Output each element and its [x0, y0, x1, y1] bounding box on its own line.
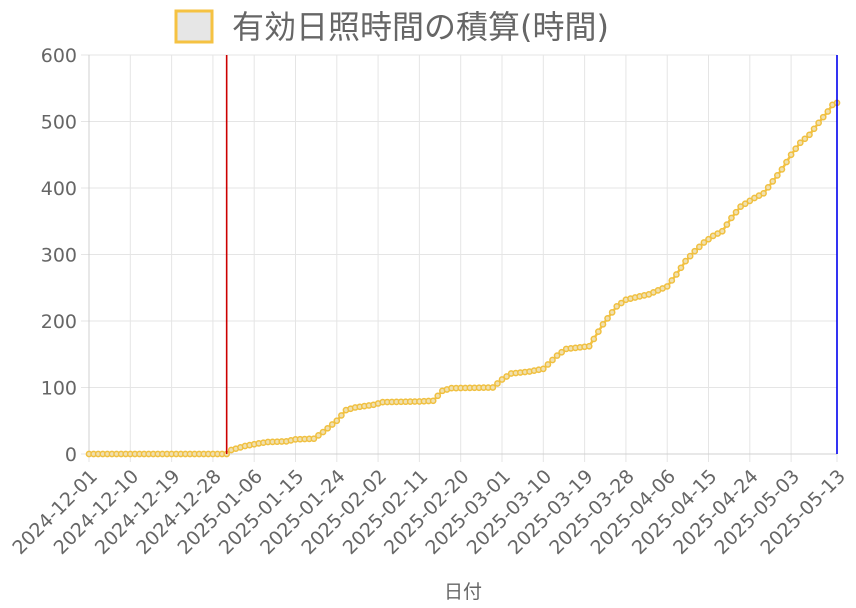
data-point — [792, 145, 800, 153]
data-point — [695, 243, 703, 251]
data-point — [599, 320, 607, 328]
data-point — [549, 356, 556, 364]
data-point — [338, 412, 345, 419]
y-tick-label: 0 — [65, 444, 77, 466]
data-point — [677, 264, 685, 272]
data-point — [723, 221, 731, 228]
data-point — [494, 380, 501, 387]
data-point — [489, 384, 497, 391]
data-point — [617, 299, 625, 307]
legend-label[interactable]: 有効日照時間の積算(時間) — [232, 8, 609, 46]
data-point — [796, 139, 804, 147]
data-point — [673, 271, 680, 278]
data-point — [319, 428, 327, 436]
data-point — [663, 283, 671, 290]
data-point — [815, 119, 822, 127]
y-axis-ticks: 0 100 200 300 400 500 600 — [41, 45, 77, 466]
data-point — [691, 247, 699, 255]
data-point — [324, 424, 331, 432]
data-point — [503, 373, 510, 380]
annotations-layer — [225, 55, 838, 454]
data-point — [718, 227, 726, 235]
data-point — [539, 365, 547, 373]
data-point — [773, 172, 781, 179]
data-point — [668, 277, 676, 284]
data-point — [737, 203, 744, 210]
data-point — [613, 303, 621, 310]
series-line — [89, 101, 838, 456]
data-point — [544, 361, 552, 368]
data-point — [764, 183, 772, 191]
y-tick-label: 300 — [41, 245, 77, 267]
data-point — [741, 200, 749, 208]
data-point — [429, 397, 437, 405]
data-point — [434, 392, 442, 400]
data-point — [585, 342, 593, 350]
legend-swatch[interactable] — [174, 9, 214, 44]
data-point — [310, 435, 318, 443]
data-point — [806, 131, 813, 139]
data-point — [783, 158, 790, 166]
x-axis-ticks: 2024-12-012024-12-102024-12-192024-12-28… — [8, 465, 850, 559]
x-axis-label: 日付 — [444, 581, 482, 603]
data-point — [590, 335, 598, 343]
data-point — [787, 151, 795, 159]
data-point — [769, 178, 777, 185]
data-point — [315, 432, 322, 439]
grid — [81, 54, 838, 462]
data-point — [686, 252, 694, 260]
data-point — [778, 166, 786, 173]
data-point — [498, 376, 506, 383]
data-point — [705, 235, 712, 243]
y-tick-label: 600 — [41, 45, 77, 67]
data-point — [333, 417, 341, 425]
data-point — [732, 208, 740, 216]
data-point — [553, 352, 561, 359]
data-point — [801, 135, 809, 143]
y-tick-label: 400 — [41, 178, 77, 200]
data-point — [328, 421, 336, 428]
data-point — [608, 309, 616, 316]
data-point — [746, 197, 754, 205]
data-point — [700, 239, 708, 246]
data-point — [558, 348, 566, 356]
data-point — [728, 214, 735, 222]
series-layer — [85, 99, 841, 458]
data-point — [824, 108, 832, 115]
data-point — [604, 314, 611, 322]
y-tick-label: 100 — [41, 378, 77, 400]
data-point — [810, 125, 818, 133]
y-tick-label: 200 — [41, 311, 77, 333]
data-point — [819, 113, 827, 121]
legend: 有効日照時間の積算(時間) — [174, 8, 609, 46]
data-point — [760, 189, 767, 197]
y-tick-label: 500 — [41, 112, 77, 134]
data-point — [682, 257, 689, 265]
data-point — [595, 328, 602, 335]
